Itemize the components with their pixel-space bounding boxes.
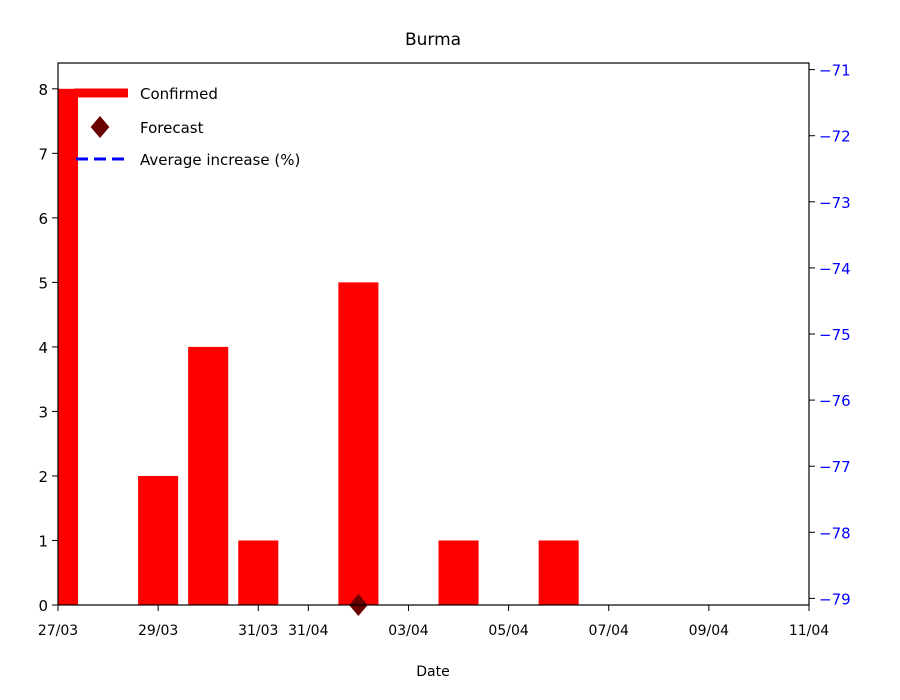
y2-tick-label: −74 bbox=[819, 260, 851, 278]
legend-label: Confirmed bbox=[140, 85, 218, 103]
legend-label: Average increase (%) bbox=[140, 151, 300, 169]
bar-confirmed bbox=[338, 282, 379, 605]
legend-swatch-forecast bbox=[90, 116, 110, 138]
bar-confirmed bbox=[58, 88, 79, 606]
bar-confirmed bbox=[138, 475, 179, 605]
y-tick-label: 5 bbox=[38, 274, 48, 292]
y-axis-right: −71 −72 −73 −74 −75 −76 −77 −78 −79 bbox=[809, 62, 851, 608]
y-tick-label: 7 bbox=[38, 145, 48, 163]
x-axis: 27/03 29/03 31/03 31/04 03/04 05/04 07/04 09/04… bbox=[38, 605, 829, 639]
x-tick-label: 07/04 bbox=[589, 623, 629, 639]
bar-confirmed bbox=[438, 540, 479, 605]
x-axis-label: Date bbox=[416, 664, 449, 680]
x-tick-label: 03/04 bbox=[388, 623, 428, 639]
x-tick-label: 11/04 bbox=[789, 623, 829, 639]
y-tick-label: 1 bbox=[38, 532, 48, 550]
x-tick-label: 27/03 bbox=[38, 623, 78, 639]
y-axis-left: 0 1 2 3 4 5 6 7 8 bbox=[38, 81, 58, 615]
x-tick-label: 05/04 bbox=[488, 623, 528, 639]
y2-tick-label: −78 bbox=[819, 524, 851, 542]
y2-tick-label: −75 bbox=[819, 326, 851, 344]
y2-tick-label: −73 bbox=[819, 194, 851, 212]
y2-tick-label: −79 bbox=[819, 590, 851, 608]
chart-title: Burma bbox=[405, 30, 461, 50]
y2-tick-label: −76 bbox=[819, 392, 851, 410]
x-tick-label: 29/03 bbox=[138, 623, 178, 639]
legend-label: Forecast bbox=[140, 119, 204, 137]
x-tick-label: 09/04 bbox=[689, 623, 729, 639]
y-tick-label: 4 bbox=[38, 339, 48, 357]
y-tick-label: 3 bbox=[38, 403, 48, 421]
bar-confirmed bbox=[188, 346, 229, 605]
bar-confirmed bbox=[538, 540, 579, 605]
y-tick-label: 2 bbox=[38, 468, 48, 486]
y2-tick-label: −72 bbox=[819, 128, 851, 146]
y2-tick-label: −77 bbox=[819, 458, 851, 476]
bars-layer bbox=[58, 88, 579, 606]
y-tick-label: 8 bbox=[38, 81, 48, 99]
y-tick-label: 6 bbox=[38, 210, 48, 228]
bar-confirmed bbox=[238, 540, 279, 605]
x-tick-label: 31/04 bbox=[288, 623, 328, 639]
x-tick-label: 31/03 bbox=[238, 623, 278, 639]
y-tick-label: 0 bbox=[38, 597, 48, 615]
y2-tick-label: −71 bbox=[819, 62, 851, 80]
legend: Confirmed Forecast Average increase (%) bbox=[74, 85, 300, 169]
